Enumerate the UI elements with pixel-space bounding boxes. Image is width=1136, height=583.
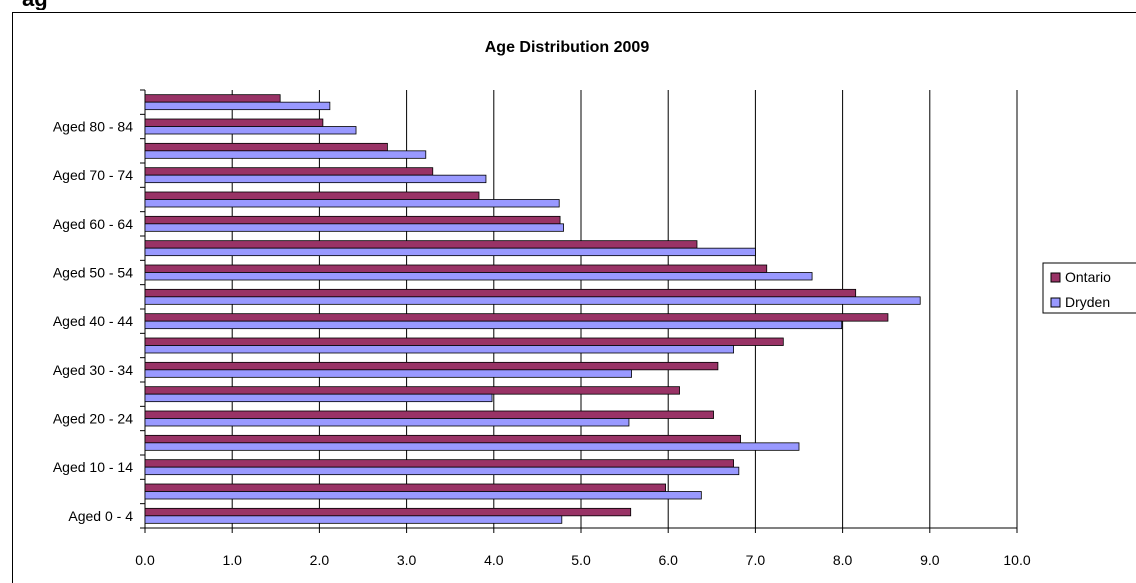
bar-dryden — [144, 320, 843, 330]
bar-dryden — [144, 174, 487, 184]
bar-dryden — [144, 466, 740, 476]
legend-swatch-dryden — [1050, 297, 1061, 308]
chart-area-frame — [12, 12, 1136, 583]
bar-dryden — [144, 101, 331, 111]
bar-dryden — [144, 223, 564, 232]
chart-title: Age Distribution 2009 — [485, 39, 650, 56]
heading-fragment-text: ag — [22, 0, 48, 10]
x-tick-label: 8.0 — [833, 552, 853, 568]
y-tick-label: Aged 0 - 4 — [68, 508, 133, 524]
x-tick-label: 9.0 — [920, 552, 940, 568]
bar-ontario — [144, 118, 324, 127]
y-tick-label: Aged 40 - 44 — [53, 313, 133, 329]
bar-ontario — [144, 240, 698, 249]
bar-ontario — [144, 264, 768, 273]
bar-dryden — [144, 515, 563, 524]
bar-ontario — [144, 361, 719, 371]
bar-ontario — [144, 507, 632, 517]
legend-swatch-ontario — [1050, 272, 1061, 283]
bar-ontario — [144, 142, 388, 152]
bar-dryden — [144, 345, 734, 354]
bar-ontario — [144, 337, 784, 346]
legend-label-dryden: Dryden — [1065, 294, 1110, 310]
bar-ontario — [144, 459, 734, 468]
x-tick-label: 1.0 — [222, 552, 242, 568]
x-tick-label: 6.0 — [658, 552, 678, 568]
bar-dryden — [144, 126, 357, 135]
bar-dryden — [144, 491, 702, 500]
bar-dryden — [144, 272, 813, 281]
bar-dryden — [144, 150, 427, 159]
bar-ontario — [144, 483, 666, 492]
y-tick-label: Aged 80 - 84 — [53, 119, 133, 135]
bar-dryden — [144, 199, 560, 208]
bar-dryden — [144, 442, 800, 451]
legend: Ontario Dryden — [1042, 262, 1136, 314]
heading-fragment: ag — [0, 0, 120, 10]
bar-dryden — [144, 296, 921, 305]
y-tick-label: Aged 50 - 54 — [53, 265, 133, 281]
x-tick-label: 10.0 — [1003, 552, 1030, 568]
y-tick-label: Aged 30 - 34 — [53, 362, 133, 378]
bar-ontario — [144, 191, 480, 200]
x-tick-label: 2.0 — [310, 552, 330, 568]
x-tick-label: 7.0 — [746, 552, 766, 568]
bar-dryden — [144, 418, 630, 427]
y-tick-label: Aged 70 - 74 — [53, 167, 133, 183]
bar-ontario — [144, 288, 857, 298]
x-tick-label: 4.0 — [484, 552, 504, 568]
y-tick-label: Aged 10 - 14 — [53, 459, 133, 475]
x-tick-label: 3.0 — [397, 552, 417, 568]
legend-label-ontario: Ontario — [1065, 269, 1111, 285]
bar-ontario — [144, 313, 889, 322]
y-tick-label: Aged 60 - 64 — [53, 216, 133, 232]
x-tick-label: 5.0 — [571, 552, 591, 568]
y-tick-label: Aged 20 - 24 — [53, 411, 133, 427]
bar-ontario — [144, 215, 561, 225]
bar-ontario — [144, 386, 680, 395]
bar-ontario — [144, 94, 281, 103]
bar-ontario — [144, 434, 741, 444]
bar-dryden — [144, 393, 493, 403]
bar-dryden — [144, 247, 756, 257]
bar-ontario — [144, 410, 714, 419]
bar-ontario — [144, 167, 434, 176]
plot-area: 0.0 1.0 2.0 3.0 4.0 5.0 6.0 7.0 8.0 9.0 10.0 Aged 0… — [53, 89, 1031, 568]
x-tick-label: 0.0 — [135, 552, 155, 568]
bar-dryden — [144, 369, 632, 378]
